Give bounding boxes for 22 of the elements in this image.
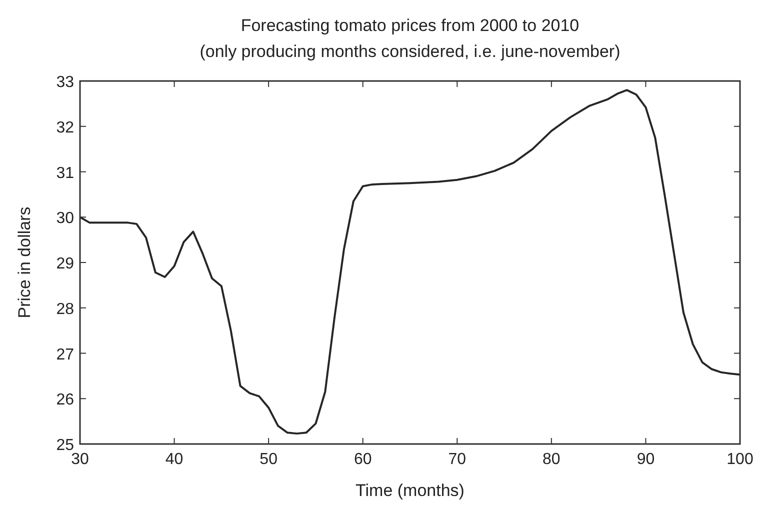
line-series (79, 89, 741, 435)
y-tick-label: 28 (56, 300, 74, 318)
chart-title: Forecasting tomato prices from 2000 to 2010 (240, 16, 580, 35)
y-tick-label: 31 (56, 164, 74, 182)
y-axis-title: Price in dollars (15, 206, 34, 318)
x-tick-label: 30 (71, 451, 89, 468)
y-tick-label: 27 (56, 346, 74, 364)
x-tick-label: 90 (636, 451, 655, 468)
y-tick-label: 30 (56, 210, 74, 228)
x-tick-label: 40 (165, 451, 184, 468)
y-tick-label: 25 (56, 437, 74, 454)
x-tick-label: 100 (726, 451, 754, 468)
y-tick-label: 26 (56, 392, 74, 409)
x-tick-label: 50 (260, 451, 278, 468)
x-axis-title: Time (months) (356, 481, 464, 500)
y-tick-label: 33 (56, 74, 74, 91)
x-tick-label: 70 (448, 451, 466, 468)
x-tick-label: 60 (354, 451, 372, 468)
y-tick-label: 32 (56, 119, 74, 136)
y-tick-label: 29 (56, 256, 74, 272)
chart-subtitle: (only producing months considered, i.e. june-november) (200, 42, 620, 61)
x-tick-label: 80 (542, 451, 560, 468)
